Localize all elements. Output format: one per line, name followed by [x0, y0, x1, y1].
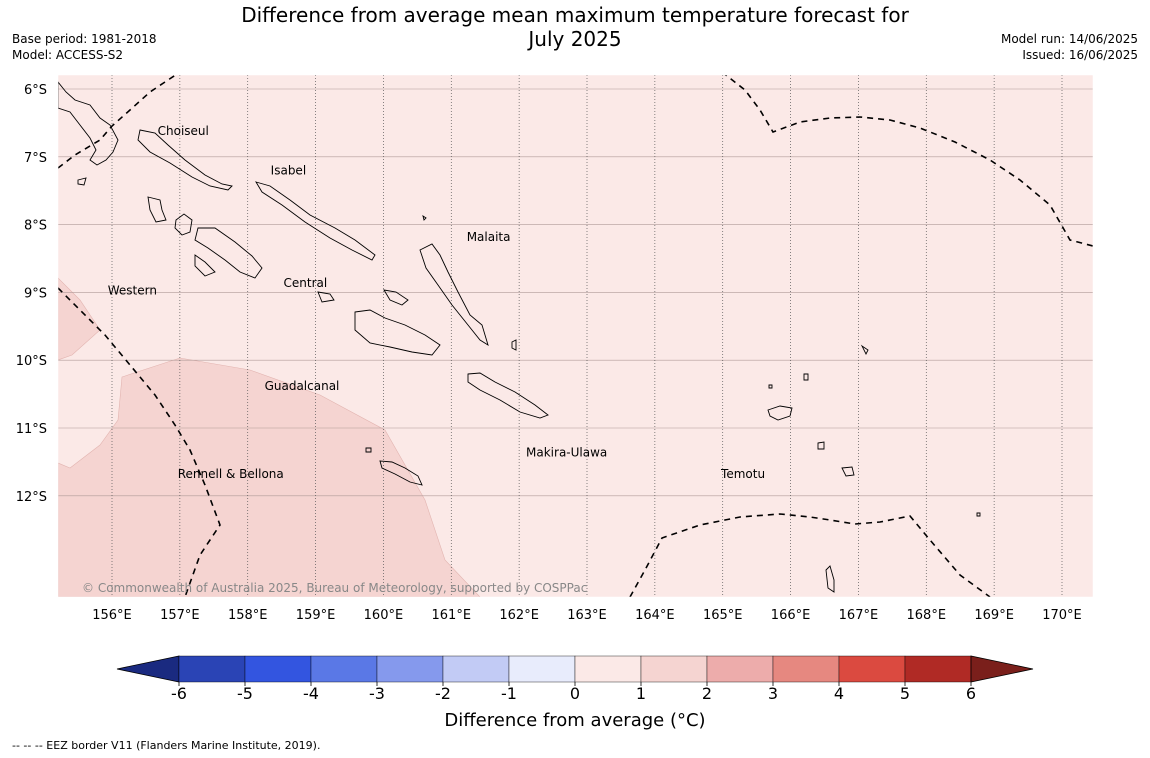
island-malaita [419, 243, 489, 347]
province-label: Western [108, 283, 157, 297]
longitude-label: 161°E [432, 608, 472, 623]
latitude-label: 10°S [16, 354, 47, 369]
island-isabel [255, 181, 376, 261]
colorbar-tick-label: -5 [237, 684, 253, 703]
colorbar-bin [310, 655, 378, 683]
model-run: Model run: 14/06/2025 [1000, 32, 1138, 46]
colorbar-tick-label: 2 [702, 684, 712, 703]
title-line-1: Difference from average mean maximum tem… [241, 3, 909, 27]
island-choiseul [137, 129, 233, 191]
eez-borders [58, 75, 1093, 597]
colorbar-bin [706, 655, 774, 683]
colorbar-bin [376, 655, 444, 683]
province-label: Choiseul [158, 124, 209, 138]
island-guadalcanal [354, 309, 441, 356]
longitude-label: 162°E [499, 608, 539, 623]
eez-border-png-northwest [58, 75, 177, 169]
province-label: Guadalcanal [265, 379, 340, 393]
chart-title: Difference from average mean maximum tem… [230, 3, 920, 51]
latitude-label: 7°S [24, 151, 47, 166]
latitude-label: 9°S [24, 286, 47, 301]
colorbar-bin [574, 655, 642, 683]
base-period: Base period: 1981-2018 [12, 32, 157, 46]
province-label: Malaita [467, 230, 511, 244]
island-new-georgia [194, 227, 263, 279]
province-label: Isabel [271, 163, 306, 177]
coastlines [58, 81, 981, 593]
colorbar-bin [442, 655, 510, 683]
map-area: Choiseul Isabel Malaita Western Central Guada… [58, 75, 1093, 597]
latitude-label: 6°S [24, 83, 47, 98]
colorbar-tick-label: -1 [501, 684, 517, 703]
island-makira [467, 372, 549, 419]
colorbar: -6 -5 -4 -3 -2 -1 0 1 2 3 4 5 6 [116, 655, 1034, 703]
province-labels: Choiseul Isabel Malaita Western Central Guada… [108, 124, 765, 481]
colorbar-tick-label: 0 [570, 684, 580, 703]
copyright-notice: © Commonwealth of Australia 2025, Bureau… [82, 581, 587, 595]
colorbar-bin [178, 655, 246, 683]
colorbar-tick-label: -2 [435, 684, 451, 703]
longitude-label: 159°E [296, 608, 336, 623]
island-rennell [379, 460, 423, 486]
province-label: Rennell & Bellona [178, 467, 284, 481]
colorbar-bin [838, 655, 906, 683]
colorbar-tick-label: -6 [171, 684, 187, 703]
colorbar-tick-label: -4 [303, 684, 319, 703]
metadata-right: Model run: 14/06/2025 Issued: 16/06/2025 [1001, 31, 1138, 63]
colorbar-tick-label: 5 [900, 684, 910, 703]
anomaly-region-2-3 [58, 277, 481, 597]
longitude-labels: 156°E 157°E 158°E 159°E 160°E 161°E 162°E 163°E… [92, 608, 1082, 623]
colorbar-tick-label: 3 [768, 684, 778, 703]
latitude-label: 11°S [16, 422, 47, 437]
metadata-left: Base period: 1981-2018 Model: ACCESS-S2 [12, 31, 157, 63]
eez-footnote: -- -- -- EEZ border V11 (Flanders Marine… [12, 739, 321, 752]
colorbar-tick-label: 1 [636, 684, 646, 703]
colorbar-tick-label: -3 [369, 684, 385, 703]
model-name: Model: ACCESS-S2 [12, 48, 124, 62]
island-santa-cruz [767, 405, 793, 421]
colorbar-bin [640, 655, 708, 683]
longitude-label: 163°E [567, 608, 607, 623]
colorbar-tick-label: 4 [834, 684, 844, 703]
title-line-2: July 2025 [528, 27, 622, 51]
colorbar-bin [772, 655, 840, 683]
longitude-label: 170°E [1042, 608, 1082, 623]
colorbar-bin [508, 655, 576, 683]
longitude-label: 169°E [974, 608, 1014, 623]
province-label: Central [284, 276, 328, 290]
longitude-label: 166°E [771, 608, 811, 623]
longitude-label: 156°E [92, 608, 132, 623]
longitude-label: 158°E [228, 608, 268, 623]
colorbar-bin [244, 655, 312, 683]
province-label: Temotu [720, 467, 765, 481]
longitude-label: 165°E [703, 608, 743, 623]
colorbar-extend-high [970, 655, 1034, 683]
colorbar-extend-low [116, 655, 180, 683]
eez-border-north [724, 75, 1093, 247]
graticule [58, 75, 1093, 597]
longitude-label: 167°E [839, 608, 879, 623]
longitude-label: 168°E [907, 608, 947, 623]
latitude-label: 12°S [16, 490, 47, 505]
latitude-labels: 6°S 7°S 8°S 9°S 10°S 11°S 12°S [16, 83, 47, 505]
island-bougainville [58, 81, 119, 166]
longitude-label: 164°E [635, 608, 675, 623]
colorbar-tick-label: 6 [966, 684, 976, 703]
longitude-label: 160°E [364, 608, 404, 623]
colorbar-bin [904, 655, 972, 683]
eez-border-south-vanuatu [629, 513, 991, 597]
province-label: Makira-Ulawa [526, 445, 607, 459]
latitude-label: 8°S [24, 219, 47, 234]
eez-border-png-southwest [58, 287, 221, 597]
issued-date: Issued: 16/06/2025 [1022, 48, 1138, 62]
longitude-label: 157°E [160, 608, 200, 623]
colorbar-label: Difference from average (°C) [444, 710, 706, 731]
